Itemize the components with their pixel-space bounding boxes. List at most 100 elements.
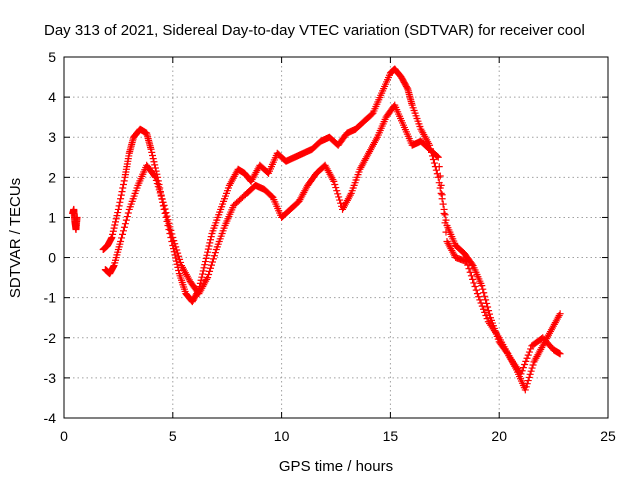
data-point bbox=[529, 361, 537, 369]
data-point bbox=[163, 212, 171, 220]
data-point bbox=[477, 299, 485, 307]
data-point bbox=[166, 223, 174, 231]
data-point bbox=[174, 249, 182, 257]
data-point bbox=[156, 189, 164, 197]
y-tick-label: 5 bbox=[48, 49, 56, 65]
data-point bbox=[519, 364, 527, 372]
data-point bbox=[527, 367, 535, 375]
data-point bbox=[205, 270, 213, 278]
data-point bbox=[556, 310, 564, 318]
data-point bbox=[205, 242, 213, 250]
data-point bbox=[486, 310, 494, 318]
y-tick-label: 2 bbox=[48, 169, 56, 185]
plot-frame bbox=[63, 56, 609, 419]
data-point bbox=[172, 243, 180, 251]
data-point bbox=[437, 189, 445, 197]
data-point bbox=[150, 158, 158, 166]
data-point bbox=[403, 84, 411, 92]
data-point bbox=[437, 181, 445, 189]
chart-title: Day 313 of 2021, Sidereal Day-to-day VTE… bbox=[44, 22, 585, 39]
data-point bbox=[485, 307, 493, 315]
data-point bbox=[151, 161, 159, 169]
data-point bbox=[147, 145, 155, 153]
data-point bbox=[436, 172, 444, 180]
data-point bbox=[115, 202, 123, 210]
data-point bbox=[204, 245, 212, 253]
data-point bbox=[171, 240, 179, 248]
data-point bbox=[169, 234, 177, 241]
y-tick-label: -3 bbox=[44, 370, 57, 386]
data-point bbox=[482, 311, 490, 319]
data-point bbox=[523, 380, 531, 388]
data-point bbox=[119, 227, 127, 235]
data-point bbox=[116, 198, 124, 206]
data-point bbox=[160, 201, 168, 209]
data-point bbox=[122, 216, 130, 224]
x-tick-label: 20 bbox=[491, 428, 507, 444]
data-point bbox=[434, 153, 442, 161]
data-point bbox=[526, 370, 534, 378]
data-point bbox=[121, 220, 129, 228]
data-point bbox=[153, 180, 161, 188]
data-point bbox=[152, 176, 160, 184]
data-point bbox=[197, 276, 205, 284]
data-point bbox=[124, 209, 132, 217]
data-point bbox=[210, 252, 218, 260]
data-point bbox=[334, 190, 342, 198]
data-point bbox=[524, 351, 532, 359]
data-point bbox=[523, 354, 531, 362]
data-point bbox=[524, 377, 532, 385]
data-point bbox=[201, 258, 209, 266]
data-point bbox=[199, 270, 207, 278]
data-point bbox=[465, 265, 473, 273]
data-point bbox=[517, 370, 525, 378]
y-axis-label: SDTVAR / TECUs bbox=[7, 178, 24, 298]
data-point bbox=[148, 148, 156, 156]
data-point bbox=[333, 187, 341, 195]
data-point bbox=[149, 155, 157, 163]
y-tick-label: 1 bbox=[48, 209, 56, 225]
data-point bbox=[111, 221, 119, 229]
data-point bbox=[521, 361, 529, 369]
data-point bbox=[73, 213, 81, 221]
data-point bbox=[200, 264, 208, 272]
x-axis-label: GPS time / hours bbox=[279, 458, 393, 475]
data-point bbox=[432, 166, 440, 174]
data-point bbox=[111, 218, 119, 226]
data-point bbox=[112, 215, 120, 223]
data-point bbox=[175, 252, 183, 260]
data-point bbox=[114, 209, 122, 217]
data-point bbox=[470, 279, 478, 287]
data-point bbox=[475, 293, 483, 301]
data-point bbox=[479, 305, 487, 313]
y-tick-label: -1 bbox=[44, 290, 57, 306]
data-point bbox=[204, 274, 212, 282]
data-point bbox=[207, 236, 215, 244]
data-point bbox=[110, 224, 118, 232]
data-point bbox=[159, 198, 167, 206]
data-point bbox=[168, 230, 176, 238]
ticks bbox=[63, 56, 609, 419]
data-point bbox=[157, 192, 165, 200]
data-point bbox=[439, 200, 447, 208]
data-point bbox=[527, 345, 535, 353]
data-point bbox=[164, 216, 172, 224]
data-point bbox=[468, 260, 476, 268]
data-point bbox=[119, 180, 127, 188]
data-point bbox=[473, 290, 481, 298]
data-point bbox=[481, 292, 489, 300]
data-point bbox=[330, 177, 338, 185]
data-point bbox=[441, 211, 449, 219]
data-point bbox=[430, 159, 438, 167]
data-point bbox=[478, 302, 486, 310]
data-point bbox=[471, 283, 479, 291]
data-point bbox=[117, 238, 125, 246]
data-point bbox=[154, 183, 162, 191]
data-point bbox=[525, 348, 533, 356]
data-point bbox=[207, 264, 215, 272]
data-point bbox=[203, 251, 211, 259]
data-point bbox=[109, 230, 117, 238]
grid bbox=[64, 57, 608, 418]
data-point bbox=[441, 219, 449, 227]
data-point bbox=[442, 228, 450, 236]
